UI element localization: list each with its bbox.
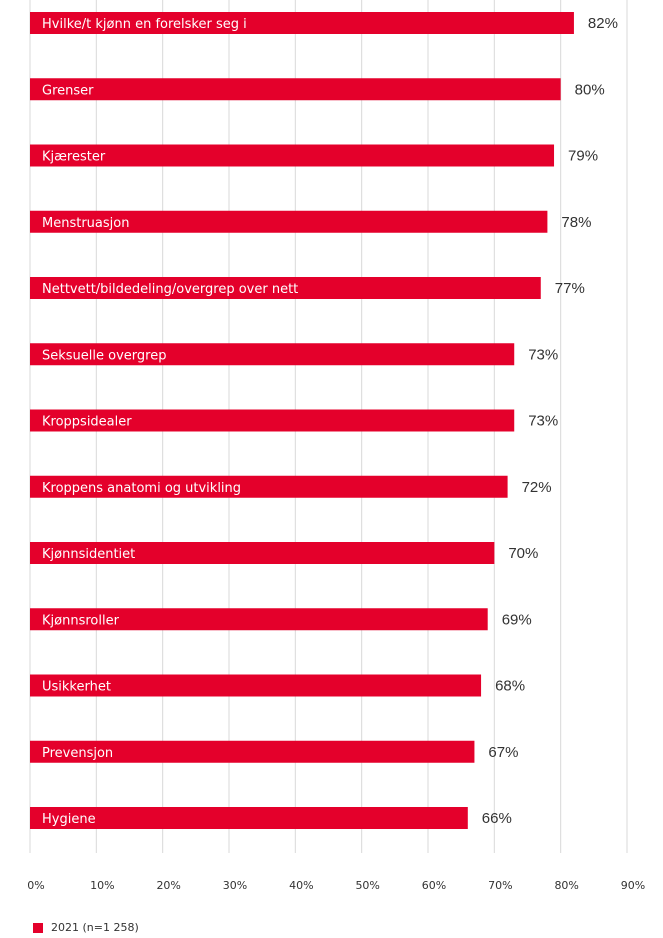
x-tick-label: 0% <box>27 879 44 892</box>
bar <box>30 409 515 432</box>
bar <box>30 542 495 564</box>
bar <box>30 277 541 299</box>
x-tick-label: 40% <box>289 879 313 892</box>
x-tick-label: 90% <box>621 879 645 892</box>
x-axis-ticks: 0% 10% 20% 30% 40% 50% 60% 70% 80% 90% <box>27 879 645 892</box>
x-tick-label: 20% <box>156 879 180 892</box>
bar <box>30 475 508 498</box>
category-label: Hvilke/t kjønn en forelsker seg i <box>42 17 247 32</box>
bar <box>30 12 574 34</box>
x-tick-label: 60% <box>422 879 446 892</box>
category-label: Kroppens anatomi og utvikling <box>42 481 241 496</box>
x-tick-label: 30% <box>223 879 247 892</box>
data-label: 66% <box>482 810 512 827</box>
x-tick-label: 10% <box>90 879 114 892</box>
legend-swatch <box>33 922 43 933</box>
data-label: 77% <box>555 280 585 297</box>
bar <box>30 144 555 167</box>
x-tick-label: 50% <box>355 879 379 892</box>
data-label: 69% <box>502 611 532 628</box>
category-label: Kjærester <box>42 150 106 165</box>
data-label: 79% <box>568 148 598 165</box>
data-label: 70% <box>508 545 538 562</box>
data-label: 67% <box>488 744 518 761</box>
legend: 2021 (n=1 258) <box>33 921 139 934</box>
category-label: Prevensjon <box>42 746 113 761</box>
category-label: Hygiene <box>42 812 96 827</box>
data-label: 68% <box>495 678 525 695</box>
bars <box>30 12 574 829</box>
bar <box>30 740 475 763</box>
data-label: 80% <box>575 81 605 98</box>
data-label: 72% <box>522 479 552 496</box>
category-label: Menstruasjon <box>42 216 129 231</box>
labels: Hvilke/t kjønn en forelsker seg i 82% Gren… <box>42 15 618 827</box>
bar <box>30 210 548 233</box>
x-tick-label: 80% <box>554 879 578 892</box>
data-label: 73% <box>528 413 558 430</box>
legend-label: 2021 (n=1 258) <box>51 921 139 934</box>
category-label: Nettvett/bildedeling/overgrep over nett <box>42 282 298 297</box>
bar <box>30 78 561 101</box>
category-label: Grenser <box>42 83 94 98</box>
x-tick-label: 70% <box>488 879 512 892</box>
bar <box>30 807 468 829</box>
bar <box>30 608 488 631</box>
category-label: Kjønnsroller <box>42 613 120 628</box>
data-label: 78% <box>561 214 591 231</box>
category-label: Usikkerhet <box>42 680 111 695</box>
category-label: Seksuelle overgrep <box>42 348 166 363</box>
data-label: 73% <box>528 346 558 363</box>
bar <box>30 343 515 366</box>
data-label: 82% <box>588 15 618 32</box>
category-label: Kroppsidealer <box>42 415 132 430</box>
bar <box>30 674 482 697</box>
category-label: Kjønnsidentiet <box>42 547 135 562</box>
